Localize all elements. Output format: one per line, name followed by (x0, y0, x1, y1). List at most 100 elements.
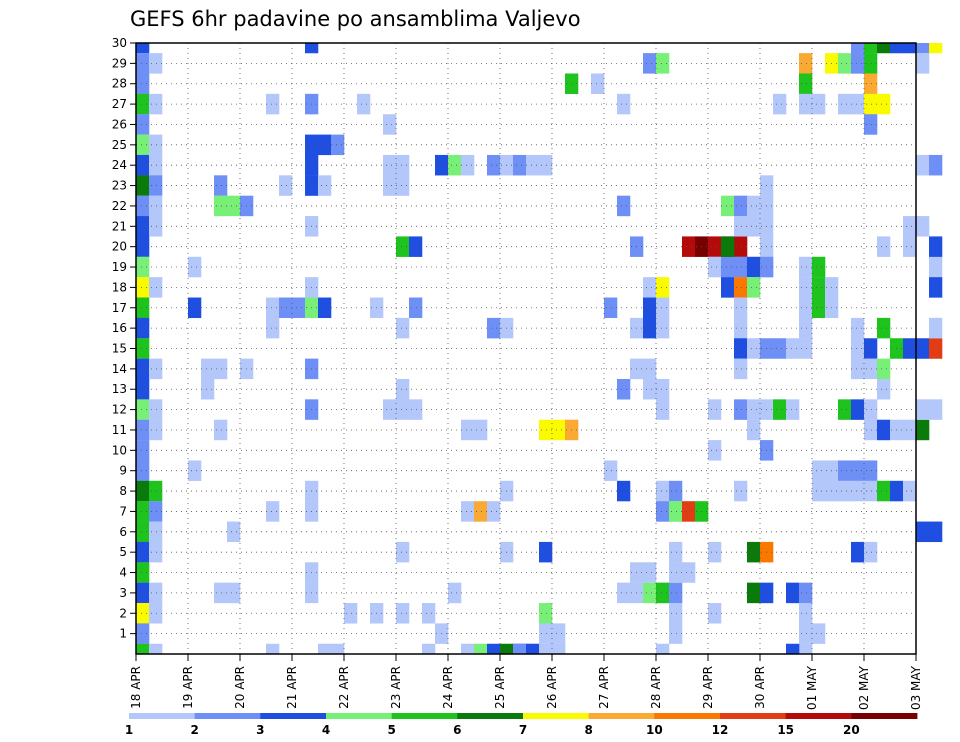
heatmap-cell (552, 623, 566, 644)
heatmap-cell (214, 419, 228, 441)
heatmap-cell (877, 378, 891, 400)
heatmap-cell (851, 358, 865, 380)
y-tick-label: 10 (112, 443, 127, 457)
y-tick-label: 29 (112, 56, 127, 70)
y-tick-label: 20 (112, 240, 127, 254)
x-tick-label: 03 MAY (909, 665, 923, 710)
heatmap-cell (422, 643, 436, 654)
heatmap-cell (383, 114, 397, 135)
heatmap-cell (682, 501, 696, 522)
heatmap-cell (383, 154, 397, 176)
heatmap-cell (669, 562, 683, 583)
heatmap-cell (227, 521, 241, 543)
heatmap-cell (851, 399, 865, 420)
heatmap-cell (643, 297, 657, 319)
heatmap-cell (656, 378, 670, 400)
heatmap-cell (617, 93, 631, 115)
x-tick-label: 22 APR (337, 666, 351, 709)
heatmap-cell (149, 358, 163, 380)
x-tick-label: 23 APR (389, 666, 403, 709)
heatmap-cell (916, 338, 930, 359)
heatmap-cell (136, 236, 150, 257)
heatmap-cell (136, 358, 150, 380)
heatmap-cell (136, 562, 150, 583)
heatmap-cell (643, 358, 657, 380)
heatmap-cell (136, 460, 150, 481)
heatmap-cell (383, 399, 397, 420)
heatmap-cell (812, 480, 826, 502)
heatmap-cell (864, 53, 878, 74)
heatmap-cell (812, 297, 826, 319)
heatmap-cell (851, 93, 865, 115)
heatmap-cell (669, 541, 683, 563)
heatmap-cell (916, 154, 930, 176)
colorbar-label: 6 (453, 723, 461, 737)
heatmap-cell (838, 53, 852, 74)
y-tick-label: 9 (119, 464, 127, 478)
heatmap-cell (201, 378, 215, 400)
heatmap-cell (656, 643, 670, 654)
heatmap-cell (734, 480, 748, 502)
heatmap-cell (929, 154, 943, 176)
y-tick-label: 14 (112, 362, 127, 376)
heatmap-cell (721, 195, 735, 217)
heatmap-cell (461, 501, 475, 522)
heatmap-cell (188, 256, 202, 278)
y-tick-label: 1 (119, 627, 127, 641)
heatmap-cell (409, 399, 423, 420)
heatmap-cell (799, 53, 813, 74)
y-tick-label: 19 (112, 260, 127, 274)
heatmap-cell (266, 501, 280, 522)
heatmap-cell (266, 317, 280, 339)
heatmap-cell (136, 317, 150, 339)
y-tick-label: 28 (112, 77, 127, 91)
heatmap-cell (188, 460, 202, 481)
heatmap-cell (656, 317, 670, 339)
heatmap-cell (877, 317, 891, 339)
heatmap-cell (643, 317, 657, 339)
heatmap-cell (812, 93, 826, 115)
colorbar-swatch (391, 713, 458, 719)
y-tick-label: 27 (112, 97, 127, 111)
x-tick-label: 30 APR (753, 666, 767, 709)
heatmap-cell (617, 582, 631, 604)
y-tick-label: 21 (112, 219, 127, 233)
heatmap-cell (136, 603, 150, 624)
colorbar-label: 7 (519, 723, 527, 737)
heatmap-cell (708, 256, 722, 278)
heatmap-cell (409, 236, 423, 257)
heatmap-cell (656, 399, 670, 420)
y-tick-label: 11 (112, 423, 127, 437)
heatmap-cell (877, 43, 891, 54)
y-tick-label: 7 (119, 504, 127, 518)
colorbar-swatch (457, 713, 524, 719)
heatmap-cell (149, 582, 163, 604)
heatmap-cell (305, 43, 319, 54)
heatmap-cell (864, 399, 878, 420)
heatmap-cell (877, 419, 891, 441)
heatmap-cell (812, 277, 826, 298)
heatmap-cell (149, 399, 163, 420)
heatmap-cell (331, 134, 345, 156)
heatmap-cell (136, 521, 150, 543)
heatmap-cell (552, 419, 566, 441)
heatmap-cell (136, 338, 150, 359)
heatmap-cell (149, 195, 163, 217)
colorbar-swatch (194, 713, 261, 719)
heatmap-cell (773, 338, 787, 359)
y-tick-label: 15 (112, 342, 127, 356)
heatmap-cell (656, 277, 670, 298)
x-tick-label: 18 APR (129, 666, 143, 709)
heatmap-cell (929, 256, 943, 278)
x-tick-label: 27 APR (597, 666, 611, 709)
heatmap-cell (747, 216, 761, 237)
heatmap-cell (734, 317, 748, 339)
heatmap-cell (916, 419, 930, 441)
x-tick-label: 28 APR (649, 666, 663, 709)
heatmap-cell (929, 399, 943, 420)
heatmap-cell (539, 603, 553, 624)
heatmap-cell (643, 53, 657, 74)
heatmap-cell (331, 643, 345, 654)
heatmap-cell (396, 378, 410, 400)
heatmap-cell (214, 195, 228, 217)
